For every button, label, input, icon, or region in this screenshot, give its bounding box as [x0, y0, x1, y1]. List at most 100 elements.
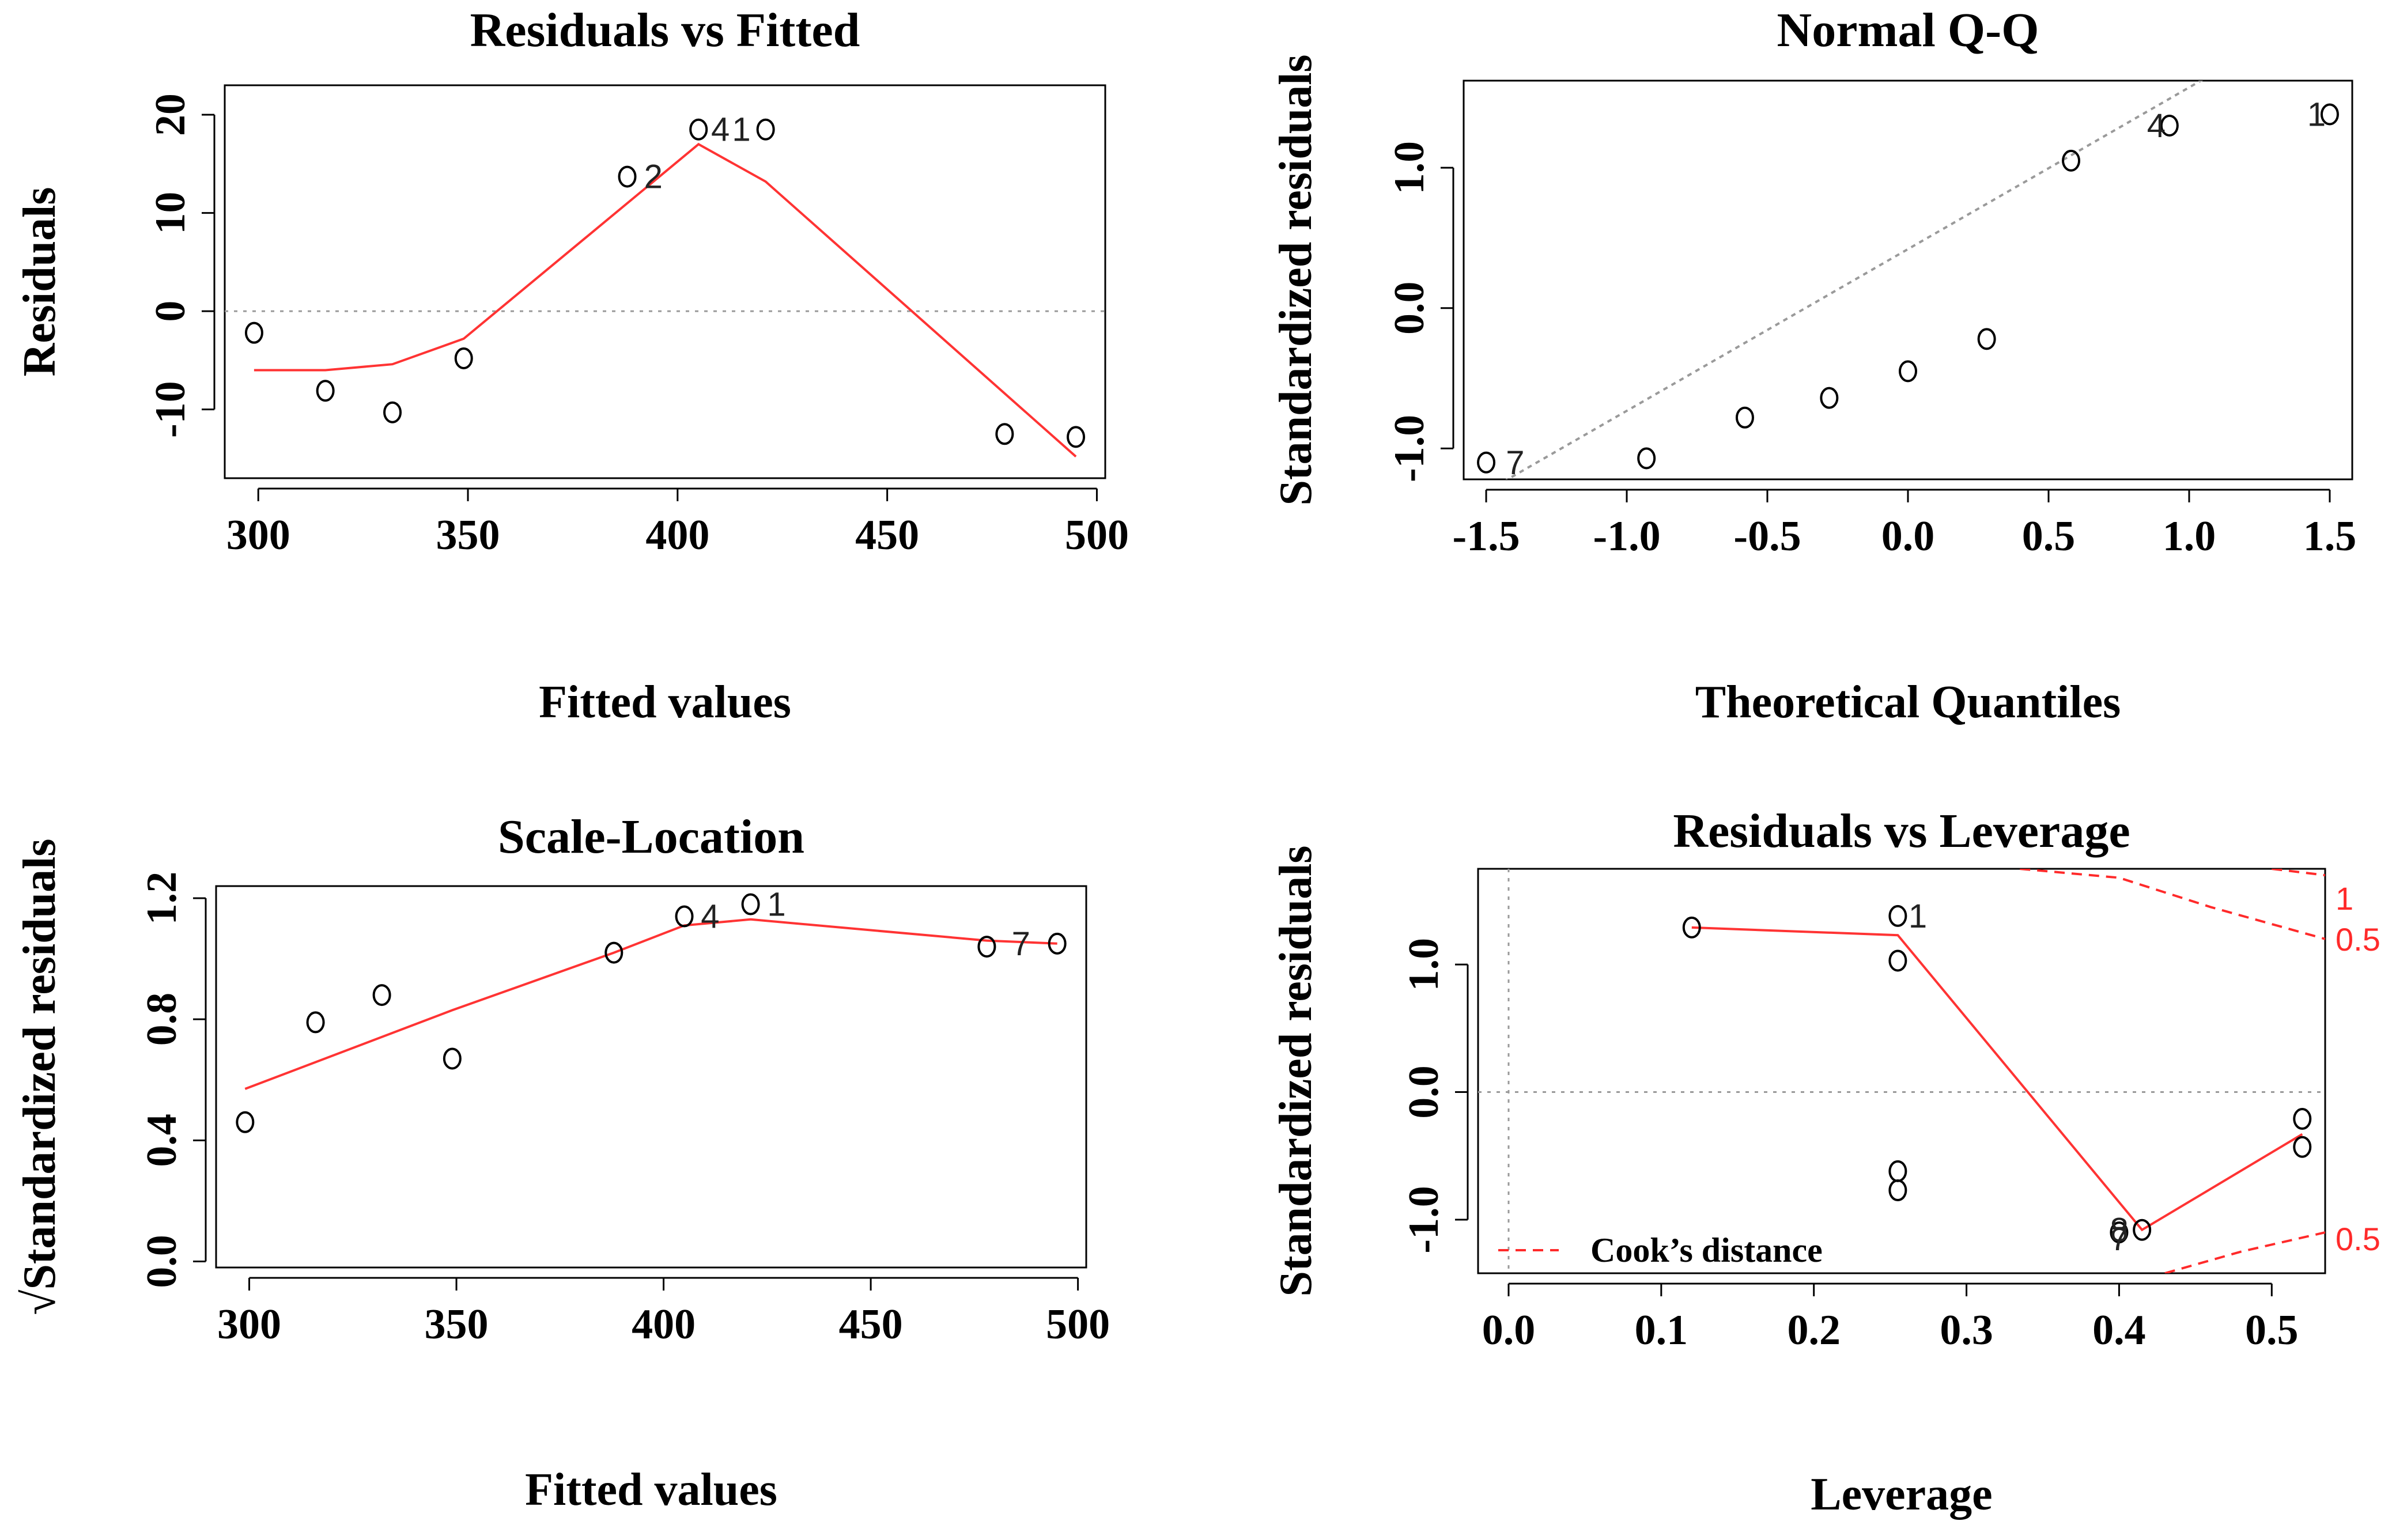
y-tick-label: 1.2: [138, 872, 186, 925]
point-label: 1: [732, 111, 750, 149]
y-tick-label: 20: [147, 93, 194, 136]
point-label: 4: [701, 898, 719, 936]
data-point: [756, 118, 775, 141]
cooks-distance-curve: [2272, 869, 2325, 877]
x-tick-label: 1.0: [2163, 513, 2216, 560]
data-point: [1888, 1179, 1907, 1202]
cooks-contour-label: 0.5: [2336, 921, 2380, 958]
data-point: [675, 905, 694, 928]
chart-title: Normal Q-Q: [1777, 3, 2039, 57]
data-point: [2133, 1219, 2152, 1241]
chart-title: Residuals vs Fitted: [470, 3, 860, 57]
data-point: [2320, 103, 2339, 126]
x-tick-label: 0.0: [1482, 1307, 1536, 1354]
data-point: [1477, 451, 1496, 474]
smooth-line: [254, 142, 1077, 457]
smooth-line: [244, 918, 1057, 1090]
panel-residuals-vs-leverage: Residuals vs Leverage Leverage Standardize…: [1271, 804, 2380, 1520]
plot-frame: [215, 885, 1087, 1269]
qq-reference-line: [1505, 81, 2204, 479]
x-tick-label: 450: [839, 1301, 903, 1348]
plot-area: [225, 142, 1105, 457]
smooth-line: [1691, 926, 2303, 1232]
cooks-distance-curve: [2020, 869, 2325, 940]
data-point: [977, 936, 996, 958]
x-tick-label: 300: [217, 1301, 281, 1348]
data-point: [618, 165, 637, 188]
data-point: [1682, 916, 1701, 939]
point-label: 4: [2147, 107, 2166, 145]
y-tick-label: 0.0: [1386, 281, 1433, 335]
y-tick-label: 10: [147, 192, 194, 234]
cooks-contour-label: 1: [2336, 880, 2353, 917]
x-axis-label: Leverage: [1811, 1469, 1992, 1520]
x-tick-label: -0.5: [1733, 513, 1801, 560]
panel-residuals-vs-fitted: Residuals vs Fitted Fitted values Residual…: [14, 3, 1129, 728]
data-point: [454, 347, 473, 369]
data-point: [372, 984, 391, 1007]
y-axis-label: Standardized residuals: [1271, 54, 1321, 505]
point-label: 4: [711, 111, 730, 149]
data-point: [2062, 149, 2081, 172]
data-point: [995, 423, 1014, 445]
y-tick-label: 0.4: [138, 1114, 186, 1167]
x-tick-label: 350: [425, 1301, 489, 1348]
x-tick-label: 0.3: [1940, 1307, 1993, 1354]
x-axis-label: Fitted values: [525, 1465, 777, 1515]
data-point: [2110, 1221, 2129, 1244]
x-axis-label: Fitted values: [539, 677, 791, 728]
x-tick-label: 0.5: [2022, 513, 2076, 560]
data-point: [1888, 905, 1907, 927]
point-label: 7: [2110, 1220, 2129, 1258]
point-label: 2: [644, 158, 663, 196]
plot-area: [1505, 81, 2204, 479]
x-tick-label: 400: [632, 1301, 696, 1348]
chart-title: Scale-Location: [498, 810, 804, 864]
x-tick-label: 0.2: [1787, 1307, 1841, 1354]
x-tick-label: 300: [226, 512, 290, 559]
data-point: [1888, 949, 1907, 972]
data-point: [443, 1047, 462, 1070]
data-point: [244, 321, 263, 344]
x-tick-label: 0.1: [1635, 1307, 1688, 1354]
y-axis-label: Standardized residuals: [1271, 845, 1321, 1296]
x-tick-label: 350: [436, 512, 500, 559]
x-axis-label: Theoretical Quantiles: [1695, 677, 2121, 728]
y-tick-label: 1.0: [1386, 141, 1433, 195]
x-tick-label: -1.5: [1452, 513, 1520, 560]
point-label: 1: [1909, 898, 1927, 935]
y-tick-label: -1.0: [1400, 1186, 1448, 1253]
data-point: [689, 118, 708, 141]
plot-frame: [224, 84, 1106, 479]
data-point: [1067, 426, 1086, 448]
plot-area: [244, 918, 1057, 1090]
data-point: [1048, 932, 1067, 955]
plot-area: [1478, 869, 2325, 1273]
data-point: [2293, 1136, 2312, 1158]
cooks-distance-curve: [2164, 1231, 2325, 1273]
panel-normal-qq: Normal Q-Q Theoretical Quantiles Standardi…: [1271, 3, 2356, 728]
data-point: [2293, 1108, 2312, 1130]
y-axis-label: Residuals: [14, 187, 65, 377]
chart-title: Residuals vs Leverage: [1673, 804, 2130, 858]
data-point: [1888, 1160, 1907, 1182]
point-label: 1: [767, 886, 785, 924]
y-tick-label: 0: [147, 301, 194, 322]
x-tick-label: 400: [645, 512, 709, 559]
y-tick-label: 0.0: [138, 1235, 186, 1288]
data-point: [1820, 387, 1839, 409]
cooks-contour-label: 0.5: [2336, 1221, 2380, 1257]
x-tick-label: -1.0: [1593, 513, 1660, 560]
y-tick-label: -10: [147, 381, 194, 438]
y-tick-label: 0.8: [138, 993, 186, 1046]
x-tick-label: 500: [1065, 512, 1129, 559]
data-point: [604, 941, 623, 964]
y-tick-label: -1.0: [1386, 415, 1433, 482]
x-tick-label: 500: [1046, 1301, 1110, 1348]
panel-scale-location: Scale-Location Fitted values √Standardized…: [14, 810, 1110, 1515]
point-label: 7: [1506, 444, 1524, 482]
plot-frame: [1477, 868, 2326, 1274]
data-point: [1735, 406, 1754, 429]
data-point: [1899, 360, 1917, 383]
